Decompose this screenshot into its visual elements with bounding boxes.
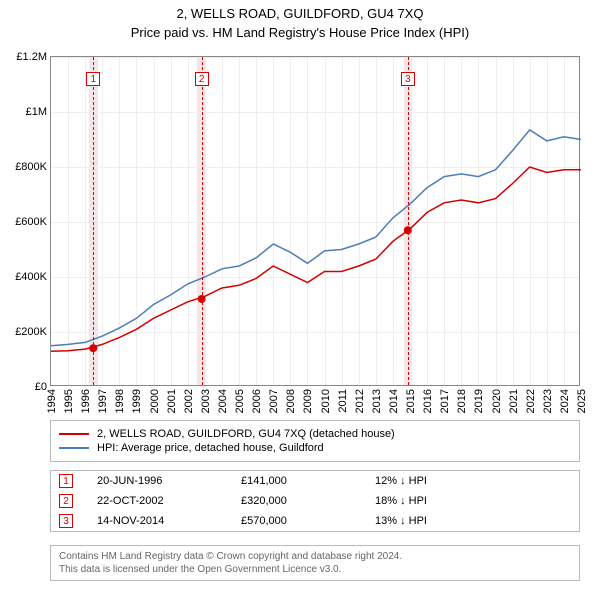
x-axis-tick-label: 2003	[200, 389, 212, 413]
sale-marker-icon: 2	[59, 494, 73, 508]
chart-plot-area: 123£0£200K£400K£600K£800K£1M£1.2M1994199…	[50, 56, 580, 386]
legend-item: HPI: Average price, detached house, Guil…	[59, 441, 571, 455]
x-axis-tick-label: 2017	[439, 389, 451, 413]
y-axis-tick-label: £400K	[15, 271, 47, 283]
legend-label: 2, WELLS ROAD, GUILDFORD, GU4 7XQ (detac…	[97, 428, 395, 440]
x-axis-tick-label: 2022	[525, 389, 537, 413]
sale-marker-icon: 3	[401, 72, 415, 86]
chart-svg	[51, 57, 581, 387]
series-line-subject	[51, 167, 581, 351]
attribution-line: Contains HM Land Registry data © Crown c…	[59, 550, 571, 563]
table-row: 3 14-NOV-2014 £570,000 13% ↓ HPI	[51, 511, 579, 531]
x-axis-tick-label: 2008	[285, 389, 297, 413]
x-axis-tick-label: 1999	[131, 389, 143, 413]
y-axis-tick-label: £600K	[15, 216, 47, 228]
y-axis-tick-label: £800K	[15, 161, 47, 173]
legend-item: 2, WELLS ROAD, GUILDFORD, GU4 7XQ (detac…	[59, 427, 571, 441]
x-axis-tick-label: 2016	[422, 389, 434, 413]
x-axis-tick-label: 2023	[542, 389, 554, 413]
x-axis-tick-label: 2020	[491, 389, 503, 413]
x-axis-tick-label: 2002	[183, 389, 195, 413]
sale-price: £320,000	[241, 495, 371, 507]
sale-date: 20-JUN-1996	[97, 475, 237, 487]
legend-box: 2, WELLS ROAD, GUILDFORD, GU4 7XQ (detac…	[50, 420, 580, 462]
table-row: 1 20-JUN-1996 £141,000 12% ↓ HPI	[51, 471, 579, 491]
y-axis-tick-label: £200K	[15, 326, 47, 338]
sale-diff: 13% ↓ HPI	[375, 515, 571, 527]
x-axis-tick-label: 2014	[388, 389, 400, 413]
x-axis-tick-label: 2025	[576, 389, 588, 413]
x-axis-tick-label: 2000	[149, 389, 161, 413]
x-axis-tick-label: 2004	[217, 389, 229, 413]
x-axis-tick-label: 1996	[80, 389, 92, 413]
x-axis-tick-label: 1994	[46, 389, 58, 413]
x-axis-tick-label: 2018	[456, 389, 468, 413]
x-axis-tick-label: 2013	[371, 389, 383, 413]
sale-dashed-line	[408, 57, 409, 385]
sale-diff: 12% ↓ HPI	[375, 475, 571, 487]
x-axis-tick-label: 2006	[251, 389, 263, 413]
x-axis-tick-label: 2009	[302, 389, 314, 413]
sale-date: 22-OCT-2002	[97, 495, 237, 507]
x-axis-tick-label: 2019	[473, 389, 485, 413]
sale-price: £141,000	[241, 475, 371, 487]
sale-date: 14-NOV-2014	[97, 515, 237, 527]
x-axis-tick-label: 2012	[354, 389, 366, 413]
x-axis-tick-label: 2024	[559, 389, 571, 413]
x-axis-tick-label: 2021	[508, 389, 520, 413]
x-axis-tick-label: 2010	[320, 389, 332, 413]
attribution-line: This data is licensed under the Open Gov…	[59, 563, 571, 576]
x-axis-tick-label: 2001	[166, 389, 178, 413]
sale-dashed-line	[202, 57, 203, 385]
x-axis-tick-label: 2005	[234, 389, 246, 413]
sales-table: 1 20-JUN-1996 £141,000 12% ↓ HPI 2 22-OC…	[50, 470, 580, 532]
x-axis-tick-label: 2015	[405, 389, 417, 413]
x-axis-tick-label: 2007	[268, 389, 280, 413]
x-axis-tick-label: 2011	[337, 389, 349, 413]
x-axis-tick-label: 1997	[97, 389, 109, 413]
y-axis-tick-label: £1.2M	[16, 51, 47, 63]
chart-title: 2, WELLS ROAD, GUILDFORD, GU4 7XQ	[0, 0, 600, 21]
sale-dashed-line	[93, 57, 94, 385]
attribution-box: Contains HM Land Registry data © Crown c…	[50, 545, 580, 581]
chart-container: 2, WELLS ROAD, GUILDFORD, GU4 7XQ Price …	[0, 0, 600, 590]
sale-marker-icon: 3	[59, 514, 73, 528]
x-axis-tick-label: 1995	[63, 389, 75, 413]
series-line-hpi	[51, 130, 581, 346]
sale-marker-icon: 1	[59, 474, 73, 488]
x-axis-tick-label: 1998	[114, 389, 126, 413]
sale-marker-icon: 1	[86, 72, 100, 86]
legend-label: HPI: Average price, detached house, Guil…	[97, 442, 324, 454]
sale-marker-icon: 2	[195, 72, 209, 86]
legend-swatch	[59, 447, 89, 449]
chart-subtitle: Price paid vs. HM Land Registry's House …	[0, 21, 600, 48]
table-row: 2 22-OCT-2002 £320,000 18% ↓ HPI	[51, 491, 579, 511]
sale-price: £570,000	[241, 515, 371, 527]
legend-swatch	[59, 433, 89, 435]
sale-diff: 18% ↓ HPI	[375, 495, 571, 507]
y-axis-tick-label: £1M	[26, 106, 47, 118]
